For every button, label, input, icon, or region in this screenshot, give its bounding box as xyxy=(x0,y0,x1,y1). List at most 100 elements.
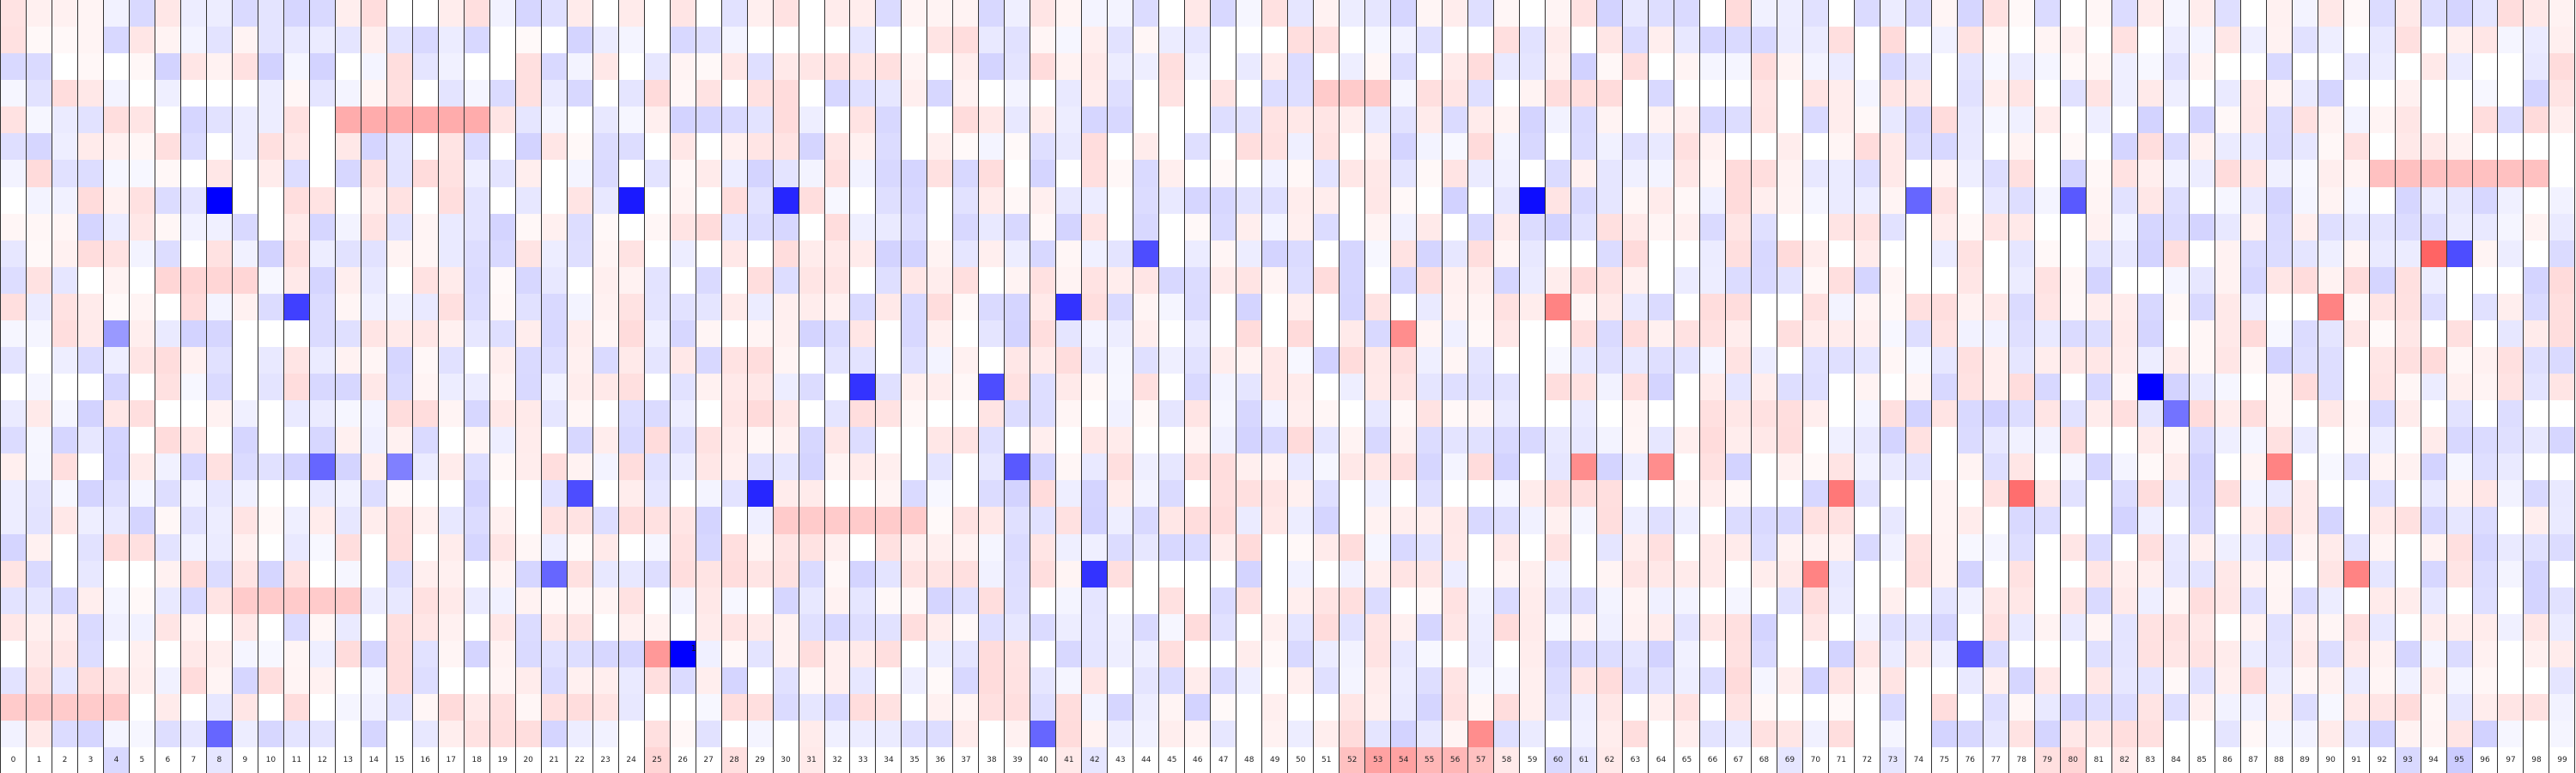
heatmap-cell xyxy=(180,213,206,240)
heatmap-cell xyxy=(26,694,52,721)
heatmap-cell xyxy=(361,160,386,187)
column-label: 49 xyxy=(1270,756,1280,765)
heatmap-cell xyxy=(1546,347,1571,374)
heatmap-cell xyxy=(1699,133,1725,161)
heatmap-cell xyxy=(2008,293,2034,320)
heatmap-cell xyxy=(412,374,438,401)
heatmap-cell xyxy=(2266,374,2292,401)
heatmap-cell xyxy=(1546,0,1571,27)
heatmap-cell xyxy=(26,266,52,294)
heatmap-cell xyxy=(1468,453,1494,481)
heatmap-cell xyxy=(1262,507,1288,534)
heatmap-cell xyxy=(1108,640,1133,667)
heatmap-cell xyxy=(412,427,438,454)
heatmap-cell xyxy=(1802,27,1828,54)
heatmap-cell xyxy=(2343,27,2369,54)
heatmap-cell xyxy=(1211,293,1236,320)
heatmap-cell xyxy=(1623,53,1648,81)
heatmap-cell xyxy=(180,266,206,294)
heatmap-cell xyxy=(1262,186,1288,214)
heatmap-cell xyxy=(129,186,155,214)
heatmap-cell xyxy=(1983,560,2008,587)
heatmap-cell xyxy=(2215,347,2240,374)
heatmap-cell xyxy=(180,694,206,721)
heatmap-cell xyxy=(618,186,644,214)
heatmap-cell xyxy=(2086,53,2111,81)
heatmap-cell xyxy=(1751,160,1777,187)
heatmap-cell xyxy=(2008,160,2034,187)
heatmap-cell xyxy=(2240,721,2266,748)
heatmap-cell xyxy=(386,453,412,481)
heatmap-column: 50 xyxy=(1288,0,1315,773)
heatmap-cell xyxy=(1777,374,1802,401)
heatmap-cell xyxy=(979,160,1005,187)
heatmap-cell xyxy=(52,721,77,748)
heatmap-cell xyxy=(2369,453,2395,481)
heatmap-column: 61 xyxy=(1571,0,1598,773)
heatmap-cell xyxy=(1314,533,1340,561)
heatmap-cell xyxy=(129,533,155,561)
heatmap-cell xyxy=(902,453,927,481)
heatmap-cell xyxy=(2111,533,2137,561)
heatmap-cell xyxy=(1983,400,2008,428)
heatmap-cell xyxy=(1802,293,1828,320)
heatmap-cell xyxy=(1546,186,1571,214)
heatmap-cell xyxy=(927,347,953,374)
heatmap-cell xyxy=(1030,160,1056,187)
heatmap-cell xyxy=(1056,53,1082,81)
heatmap-cell xyxy=(1211,613,1236,641)
heatmap-cell xyxy=(696,507,721,534)
heatmap-cell xyxy=(1520,533,1546,561)
heatmap-cell xyxy=(799,53,824,81)
heatmap-cell xyxy=(2137,721,2163,748)
heatmap-cell xyxy=(1674,160,1699,187)
heatmap-cell xyxy=(721,400,747,428)
heatmap-cell xyxy=(1236,666,1262,695)
heatmap-cell xyxy=(1777,186,1802,214)
heatmap-cell xyxy=(1056,507,1082,534)
heatmap-cell xyxy=(2498,374,2524,401)
heatmap-cell xyxy=(1056,133,1082,161)
heatmap-cell xyxy=(644,560,670,587)
heatmap-cell xyxy=(1391,240,1417,267)
column-label: 73 xyxy=(1880,747,1905,773)
heatmap-cell xyxy=(129,266,155,294)
heatmap-cell xyxy=(1649,453,1674,481)
heatmap-cell xyxy=(1828,266,1854,294)
heatmap-cell xyxy=(206,453,232,481)
heatmap-cell xyxy=(1880,587,1905,614)
heatmap-cell xyxy=(361,374,386,401)
heatmap-cell xyxy=(1802,640,1828,667)
heatmap-cell xyxy=(2292,507,2318,534)
heatmap-cell xyxy=(1082,27,1108,54)
heatmap-cell xyxy=(1674,0,1699,27)
heatmap-cell xyxy=(309,480,335,508)
column-label: 71 xyxy=(1836,756,1847,765)
heatmap-cell xyxy=(206,613,232,641)
heatmap-cell xyxy=(2240,27,2266,54)
heatmap-cell xyxy=(2318,533,2343,561)
heatmap-cell xyxy=(1030,480,1056,508)
heatmap-cell xyxy=(1005,80,1030,107)
heatmap-cell xyxy=(206,0,232,27)
heatmap-cell xyxy=(902,640,927,667)
heatmap-cell xyxy=(1751,507,1777,534)
column-label: 4 xyxy=(103,747,129,773)
heatmap-cell xyxy=(2060,694,2086,721)
heatmap-cell xyxy=(2008,453,2034,481)
heatmap-cell xyxy=(1931,533,1957,561)
heatmap-cell xyxy=(2240,240,2266,267)
heatmap-cell xyxy=(1828,507,1854,534)
heatmap-cell xyxy=(2240,347,2266,374)
heatmap-cell xyxy=(1340,400,1365,428)
heatmap-cell xyxy=(2008,480,2034,508)
heatmap-cell xyxy=(1520,213,1546,240)
heatmap-cell xyxy=(2446,0,2472,27)
heatmap-cell xyxy=(1649,694,1674,721)
heatmap-cell xyxy=(2008,427,2034,454)
heatmap-cell xyxy=(1056,400,1082,428)
heatmap-cell xyxy=(2137,213,2163,240)
heatmap-cell xyxy=(1828,374,1854,401)
heatmap-cell xyxy=(1777,666,1802,695)
heatmap-column: 16 xyxy=(412,0,439,773)
